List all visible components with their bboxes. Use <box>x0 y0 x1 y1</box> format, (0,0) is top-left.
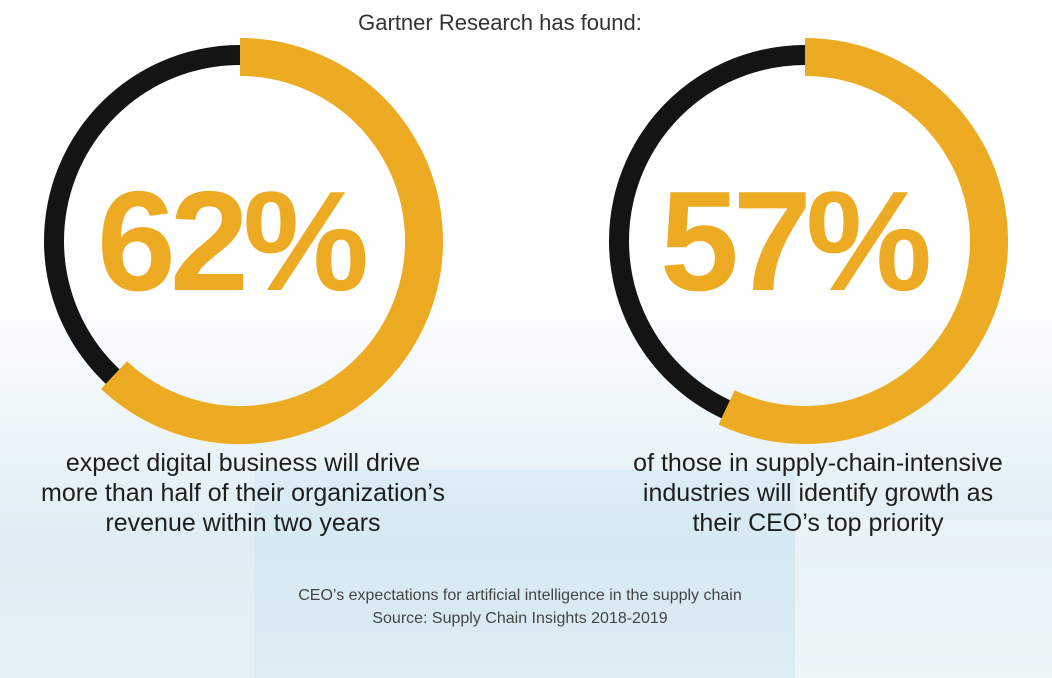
percent-label: 57% <box>660 162 929 321</box>
background-facet <box>255 470 795 678</box>
caption-line: industries will identify growth as <box>642 479 994 507</box>
caption-line: their CEO’s top priority <box>692 509 944 537</box>
background-facet <box>795 520 1052 678</box>
donut-chart-62 <box>44 38 443 444</box>
caption-line: expect digital business will drive <box>65 449 421 477</box>
percent-label: 62% <box>97 162 366 321</box>
donut-chart-57 <box>609 38 1008 444</box>
donut-remainder-arc <box>44 45 241 384</box>
footnote-description: CEO’s expectations for artificial intell… <box>298 587 742 604</box>
caption-line: of those in supply-chain-intensive <box>633 449 1003 477</box>
caption-line: more than half of their organization’s <box>41 479 445 507</box>
caption-line: revenue within two years <box>105 509 381 537</box>
donut-remainder-arc <box>609 45 806 419</box>
page-title: Gartner Research has found: <box>358 10 642 35</box>
donut-value-arc <box>718 38 1008 444</box>
footnote: CEO’s expectations for artificial intell… <box>0 584 1040 630</box>
donut-value-arc <box>101 38 443 444</box>
caption-62: expect digital business will drive more … <box>3 448 483 538</box>
caption-57: of those in supply-chain-intensive indus… <box>578 448 1052 538</box>
footnote-source: Source: Supply Chain Insights 2018-2019 <box>372 610 668 627</box>
